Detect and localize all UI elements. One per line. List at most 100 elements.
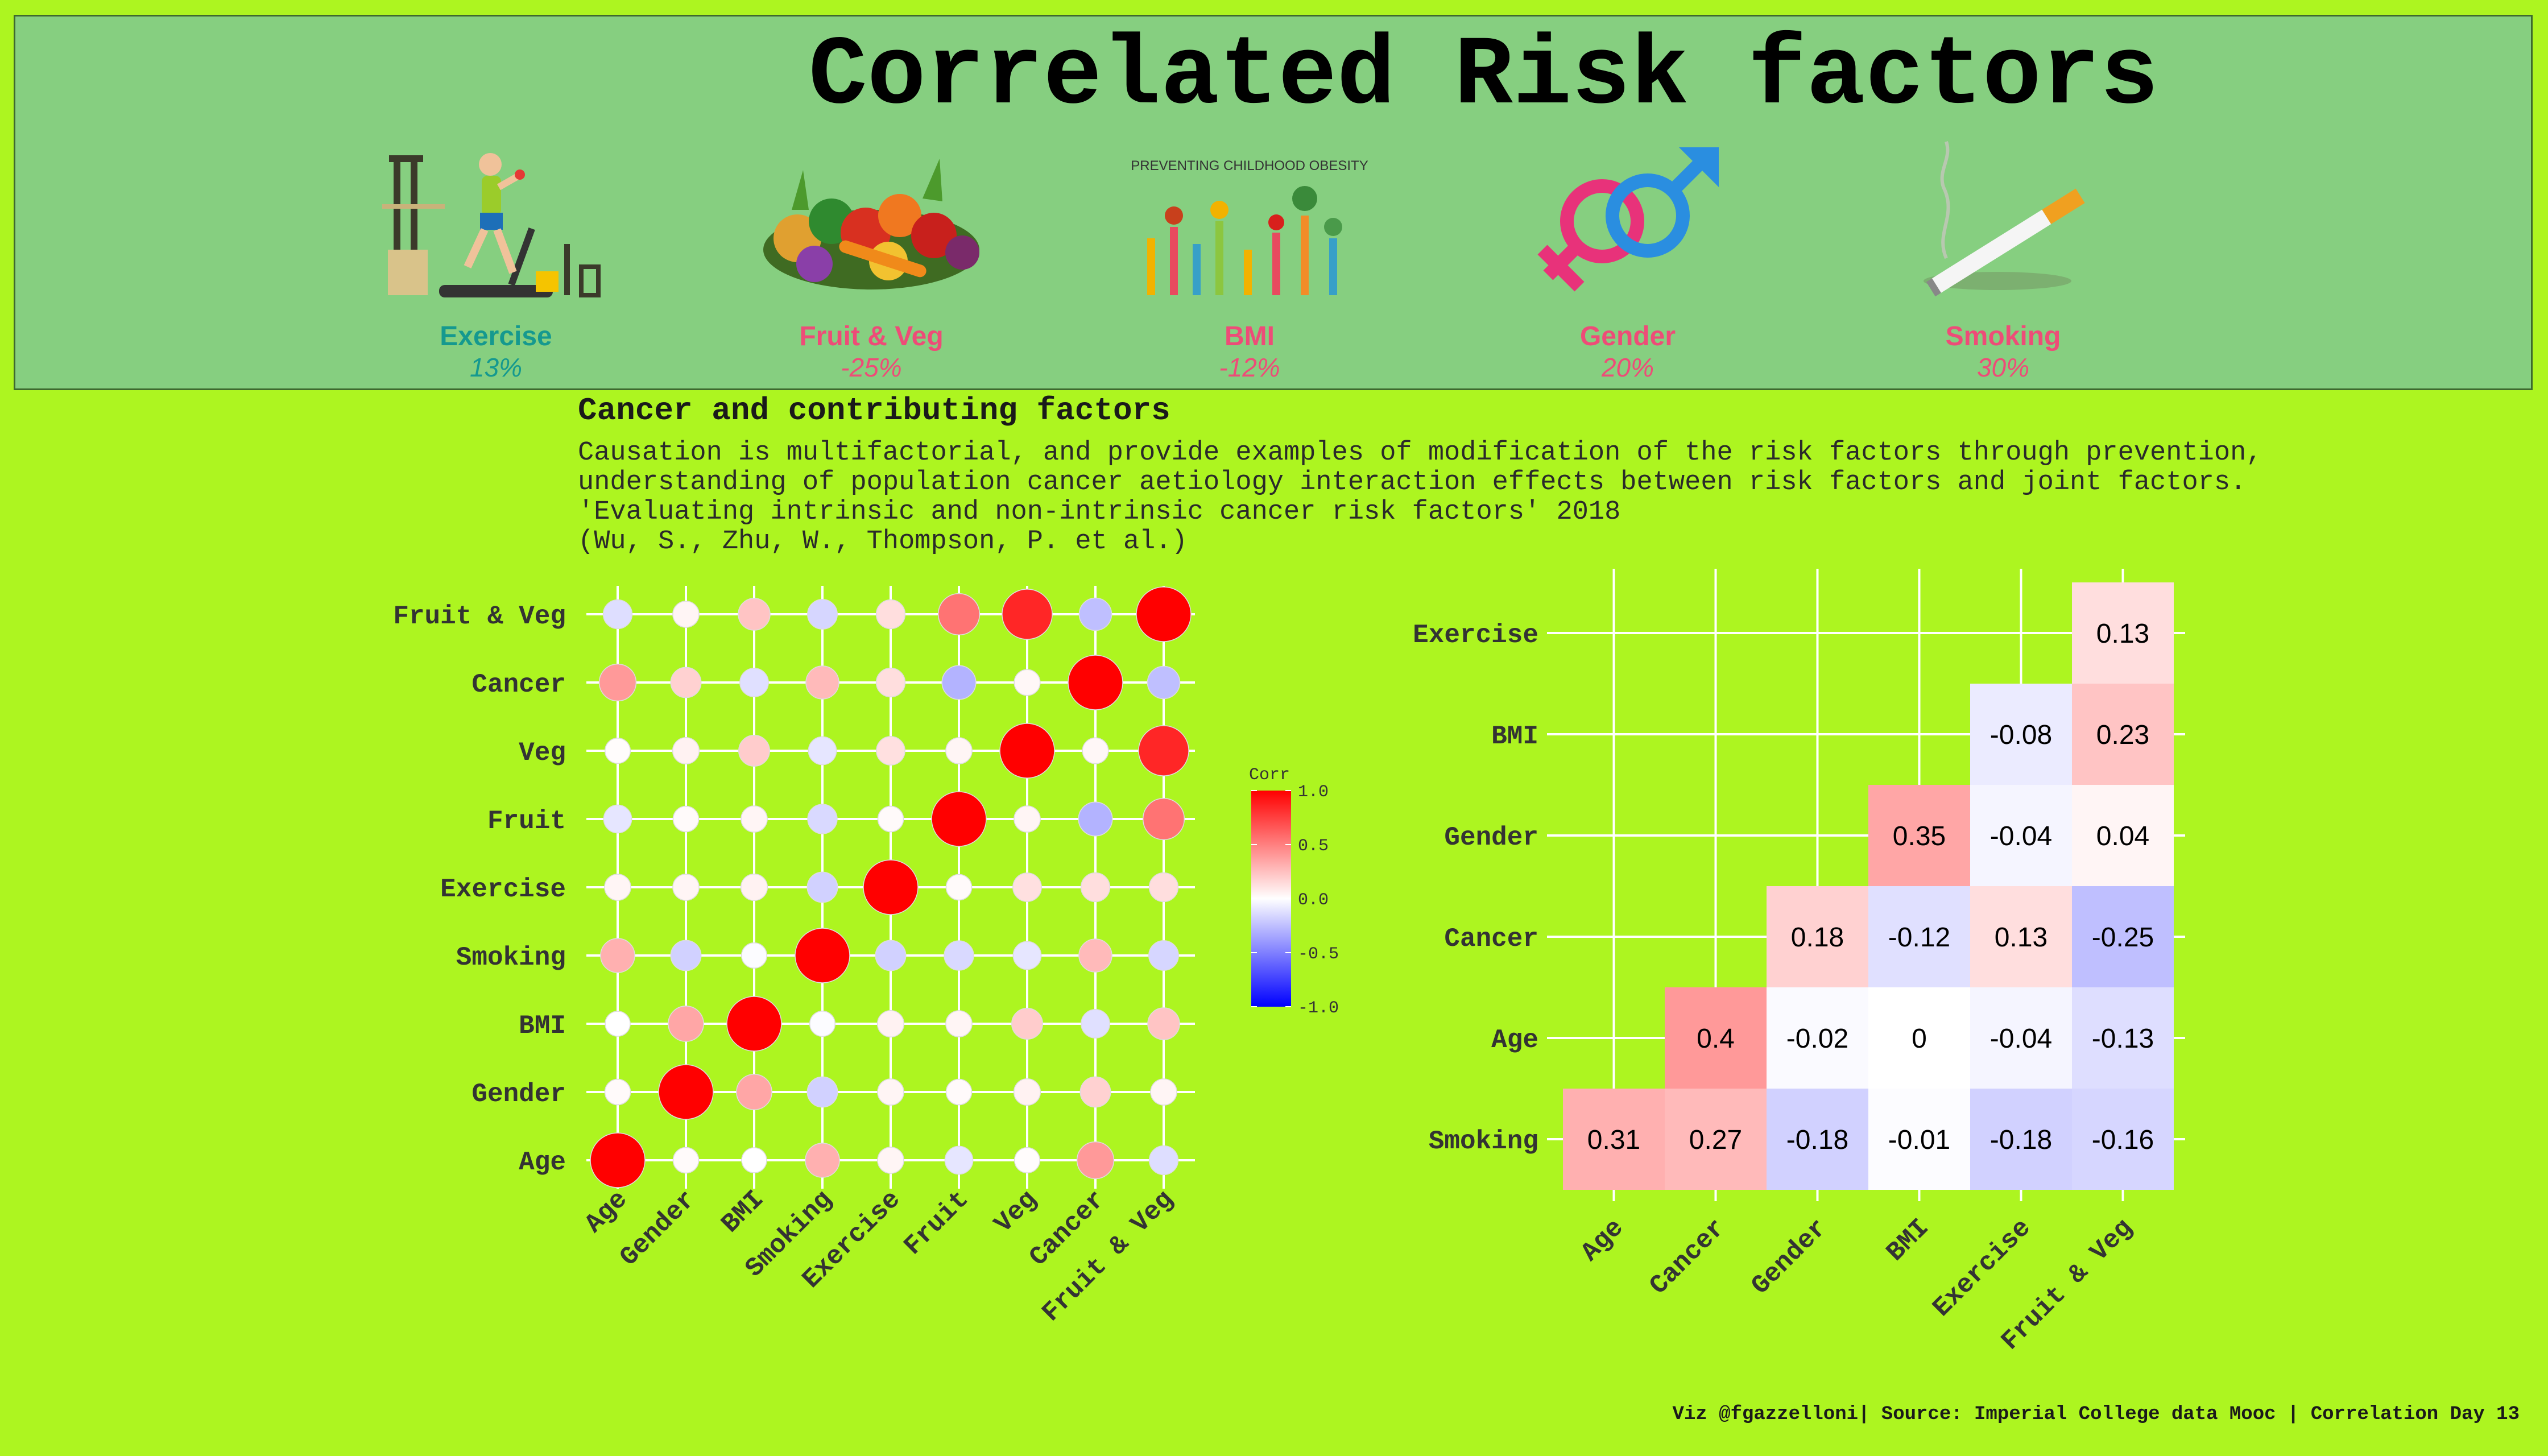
corr-circle — [1150, 1078, 1177, 1106]
x-tick-label: Age — [580, 1185, 634, 1239]
x-tick-label: Gender — [1746, 1213, 1834, 1301]
childhood-obesity-forks-icon: PREVENTING CHILDHOOD OBESITY — [1131, 158, 1368, 295]
corr-circle — [1014, 669, 1041, 696]
correlation-matrix-chart: AgeGenderBMISmokingExerciseFruitVegCance… — [393, 586, 1339, 1328]
citation-authors: (Wu, S., Zhu, W., Thompson, P. et al.) — [578, 527, 1188, 557]
y-tick-label: Gender — [471, 1079, 566, 1109]
y-tick-label: Fruit & Veg — [393, 602, 566, 631]
corr-circle — [1011, 1008, 1043, 1040]
corr-circle — [1147, 665, 1181, 700]
legend-tick-label: 0.5 — [1298, 837, 1329, 856]
factor-card-smoking: Smoking 30% — [1884, 136, 2123, 383]
corr-cell-label: -0.16 — [2092, 1125, 2154, 1155]
corr-circle — [875, 667, 906, 698]
x-tick-label: Exercise — [1927, 1213, 2037, 1323]
factor-name: Smoking — [1945, 321, 2061, 351]
corr-circle — [941, 665, 977, 700]
corr-circle — [1014, 1147, 1041, 1174]
corr-cell — [1970, 886, 2072, 987]
corr-cell — [1970, 684, 2072, 785]
corr-circle — [795, 928, 850, 983]
treadmill-runner-icon — [382, 153, 601, 297]
factor-value: 30% — [1976, 352, 2030, 382]
y-tick-label: BMI — [1491, 722, 1538, 751]
factor-value: -12% — [1219, 352, 1280, 382]
corr-circle — [598, 663, 637, 702]
corr-circle — [670, 667, 702, 698]
corr-cell-label: -0.02 — [1786, 1024, 1848, 1054]
factor-value: 20% — [1601, 352, 1654, 382]
y-tick-label: Exercise — [1413, 621, 1538, 650]
corr-cell — [1970, 785, 2072, 886]
corr-circle — [726, 996, 782, 1052]
corr-circle — [672, 874, 700, 901]
corr-circle — [1078, 801, 1113, 837]
corr-cell — [1767, 1089, 1868, 1190]
corr-cell-label: 0.35 — [1893, 821, 1946, 851]
x-tick-label: Cancer — [1644, 1213, 1732, 1301]
corr-circle — [805, 1143, 840, 1178]
gender-symbols-icon — [1537, 147, 1719, 292]
legend-tick-label: 0.0 — [1298, 891, 1329, 910]
x-tick-label: Fruit — [899, 1185, 975, 1261]
corr-circle — [668, 1006, 704, 1042]
corr-cell — [1868, 987, 1970, 1089]
corr-cell-label: -0.04 — [1990, 1024, 2052, 1054]
corr-cell — [1868, 1089, 1970, 1190]
corr-circle — [877, 1078, 904, 1106]
corr-cell — [1868, 785, 1970, 886]
corr-circle — [738, 598, 771, 631]
corr-cell-label: -0.25 — [2092, 923, 2154, 953]
corr-circle — [605, 1011, 631, 1037]
corr-circle — [739, 668, 769, 697]
factor-name: Fruit & Veg — [799, 321, 944, 351]
factor-card-exercise: Exercise 13% — [377, 136, 615, 383]
description-line: Causation is multifactorial, and provide… — [578, 438, 2262, 468]
corr-cell — [1868, 886, 1970, 987]
corr-circle — [1148, 940, 1179, 971]
corr-cell — [1767, 987, 1868, 1089]
fruit-veg-pile-icon — [763, 159, 979, 289]
factor-value: 13% — [469, 352, 523, 382]
corr-cell-label: -0.18 — [1990, 1125, 2052, 1155]
corr-circle — [806, 1076, 838, 1108]
y-tick-label: Age — [519, 1148, 566, 1177]
corr-circle — [603, 804, 632, 834]
footer-credit: Viz @fgazzelloni| Source: Imperial Colle… — [1672, 1404, 2520, 1425]
legend-colorbar — [1251, 791, 1291, 1007]
corr-circle — [1082, 737, 1109, 764]
corr-circle — [945, 737, 973, 764]
corr-circle — [741, 805, 768, 833]
page-title: Correlated Risk factors — [808, 21, 2159, 132]
corr-circle — [672, 805, 700, 833]
x-tick-label: BMI — [716, 1185, 770, 1239]
corr-cell-label: 0.31 — [1587, 1125, 1640, 1155]
corr-circle — [604, 874, 631, 901]
corr-circle — [604, 737, 631, 764]
corr-circle — [1078, 938, 1112, 973]
factor-card-fruit-veg: Fruit & Veg -25% — [752, 136, 991, 383]
corr-circle — [876, 736, 905, 766]
corr-cell-label: -0.18 — [1786, 1125, 1848, 1155]
corr-cell-label: 0.27 — [1689, 1125, 1742, 1155]
corr-cell — [1665, 987, 1767, 1089]
y-tick-label: Smoking — [1429, 1127, 1538, 1156]
corr-circle — [1148, 1145, 1179, 1176]
y-tick-label: Exercise — [440, 875, 566, 904]
y-tick-label: Age — [1491, 1025, 1538, 1055]
corr-cell — [2072, 684, 2174, 785]
corr-circle — [1076, 1141, 1115, 1180]
corr-circle — [672, 1147, 700, 1174]
corr-circle — [1012, 872, 1042, 902]
corr-circle — [672, 601, 700, 628]
y-tick-label: Cancer — [471, 670, 566, 700]
corr-cell-label: 0 — [1912, 1024, 1927, 1054]
corr-circle — [944, 940, 974, 971]
legend-tick-label: 1.0 — [1298, 783, 1329, 802]
corr-circle — [931, 791, 987, 847]
corr-circle — [944, 1145, 974, 1175]
legend-tick-label: -1.0 — [1298, 999, 1339, 1018]
corr-circle — [999, 723, 1055, 779]
factor-card-gender: Gender 20% — [1508, 136, 1747, 383]
